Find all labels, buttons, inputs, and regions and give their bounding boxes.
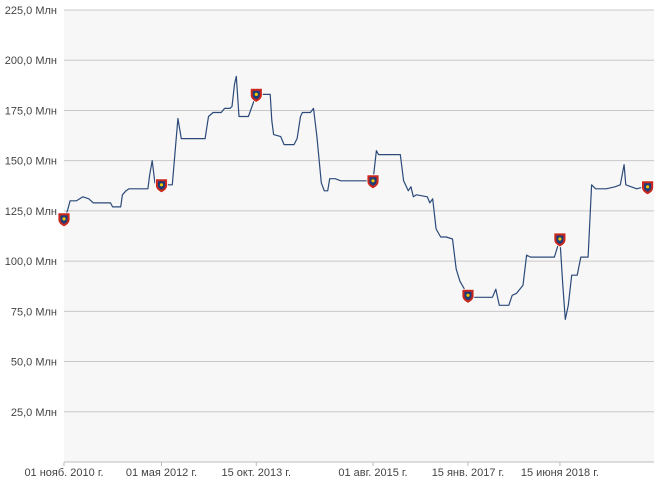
y-tick-label: 125,0 Млн — [5, 206, 57, 218]
club-crest-icon[interactable] — [155, 178, 168, 194]
y-tick-label: 150,0 Млн — [5, 156, 57, 168]
club-crest-icon[interactable] — [641, 180, 654, 196]
y-tick-label: 225,0 Млн — [5, 5, 57, 17]
y-tick-label: 75,0 Млн — [11, 306, 57, 318]
club-crest-icon[interactable] — [57, 212, 71, 228]
x-tick-label: 15 июня 2018 г. — [521, 467, 599, 479]
x-tick-label: 01 мая 2012 г. — [126, 467, 197, 479]
y-tick-label: 50,0 Млн — [11, 357, 57, 369]
y-tick-label: 25,0 Млн — [11, 407, 57, 419]
club-crest-icon[interactable] — [249, 88, 263, 103]
x-tick-label: 15 окт. 2013 г. — [222, 467, 292, 479]
club-crest-icon[interactable] — [461, 288, 475, 304]
x-tick-label: 01 нояб. 2010 г. — [24, 467, 103, 479]
y-axis-tick-labels: 25,0 Млн 50,0 Млн 75,0 Млн 100,0 Млн 125,0 М… — [5, 5, 57, 419]
x-axis-tick-labels: 01 нояб. 2010 г. 01 мая 2012 г. 15 окт. 20… — [24, 462, 599, 479]
y-tick-label: 200,0 Млн — [5, 55, 57, 67]
x-tick-label: 01 авг. 2015 г. — [338, 467, 407, 479]
y-tick-label: 100,0 Млн — [5, 256, 57, 268]
markers-layer — [57, 88, 654, 304]
club-crest-icon[interactable] — [553, 232, 567, 248]
x-tick-label: 15 янв. 2017 г. — [432, 467, 505, 479]
y-tick-label: 175,0 Млн — [5, 105, 57, 117]
club-crest-icon[interactable] — [366, 174, 380, 190]
grid-lines — [64, 9, 654, 413]
